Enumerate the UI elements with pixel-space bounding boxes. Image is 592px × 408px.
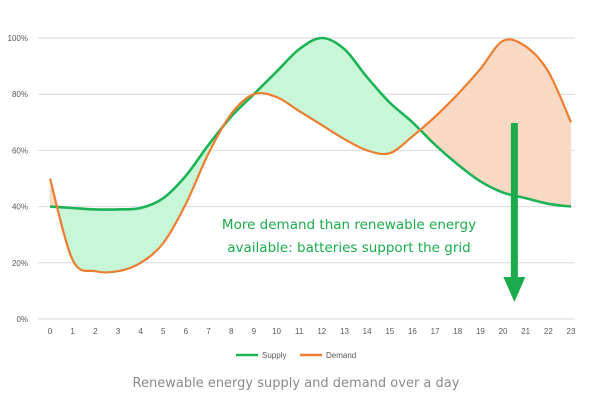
surplus-area bbox=[253, 38, 421, 155]
chart: 0%20%40%60%80%100% 0 1 2 3 4 5 6 7 8 9 10 11 12 13 14 1… bbox=[8, 34, 576, 360]
x-tick-label: 5 bbox=[161, 327, 166, 336]
annotation: More demand than renewable energy availa… bbox=[222, 217, 476, 256]
x-tick-label: 23 bbox=[567, 327, 576, 336]
x-tick-label: 21 bbox=[521, 327, 530, 336]
arrow-head bbox=[503, 277, 526, 302]
y-tick-label: 0% bbox=[16, 315, 28, 324]
x-axis-ticks: 0 1 2 3 4 5 6 7 8 9 10 11 12 13 14 15 16 17 18 19 20 21 22 23 bbox=[48, 327, 576, 336]
legend-label: Demand bbox=[326, 351, 356, 360]
supply-line bbox=[49, 36, 572, 211]
x-tick-label: 1 bbox=[70, 327, 75, 336]
x-tick-label: 22 bbox=[544, 327, 553, 336]
x-tick-label: 11 bbox=[295, 327, 304, 336]
arrow-shaft bbox=[510, 123, 518, 279]
x-tick-label: 8 bbox=[229, 327, 234, 336]
y-tick-label: 100% bbox=[8, 34, 28, 43]
x-tick-label: 3 bbox=[116, 327, 121, 336]
x-tick-label: 16 bbox=[408, 327, 417, 336]
y-tick-label: 80% bbox=[12, 90, 28, 99]
legend: Supply Demand bbox=[236, 351, 356, 360]
x-tick-label: 13 bbox=[340, 327, 349, 336]
x-tick-label: 17 bbox=[431, 327, 440, 336]
x-tick-label: 20 bbox=[499, 327, 508, 336]
legend-label: Supply bbox=[262, 351, 286, 360]
x-tick-label: 6 bbox=[184, 327, 189, 336]
x-tick-label: 12 bbox=[317, 327, 326, 336]
annotation-line-2: available: batteries support the grid bbox=[227, 240, 470, 256]
surplus-area bbox=[56, 125, 224, 273]
x-tick-label: 10 bbox=[272, 327, 281, 336]
y-tick-label: 40% bbox=[12, 203, 28, 212]
x-tick-label: 15 bbox=[385, 327, 394, 336]
area-fills bbox=[50, 38, 571, 273]
y-tick-label: 20% bbox=[12, 259, 28, 268]
deficit-area bbox=[419, 39, 571, 207]
annotation-line-1: More demand than renewable energy bbox=[222, 217, 476, 233]
x-tick-label: 2 bbox=[93, 327, 98, 336]
x-tick-label: 14 bbox=[363, 327, 372, 336]
y-tick-label: 60% bbox=[12, 146, 28, 155]
down-arrow-icon bbox=[503, 123, 526, 302]
x-tick-label: 7 bbox=[206, 327, 211, 336]
x-tick-label: 19 bbox=[476, 327, 485, 336]
y-axis-ticks: 0% 20% 40% 60% 80% 100% bbox=[8, 34, 28, 324]
x-tick-label: 9 bbox=[252, 327, 257, 336]
x-tick-label: 18 bbox=[453, 327, 462, 336]
x-tick-label: 4 bbox=[138, 327, 143, 336]
series-lines bbox=[48, 36, 573, 274]
chart-caption: Renewable energy supply and demand over … bbox=[132, 376, 460, 391]
x-tick-label: 0 bbox=[48, 327, 53, 336]
demand-line bbox=[48, 38, 573, 274]
